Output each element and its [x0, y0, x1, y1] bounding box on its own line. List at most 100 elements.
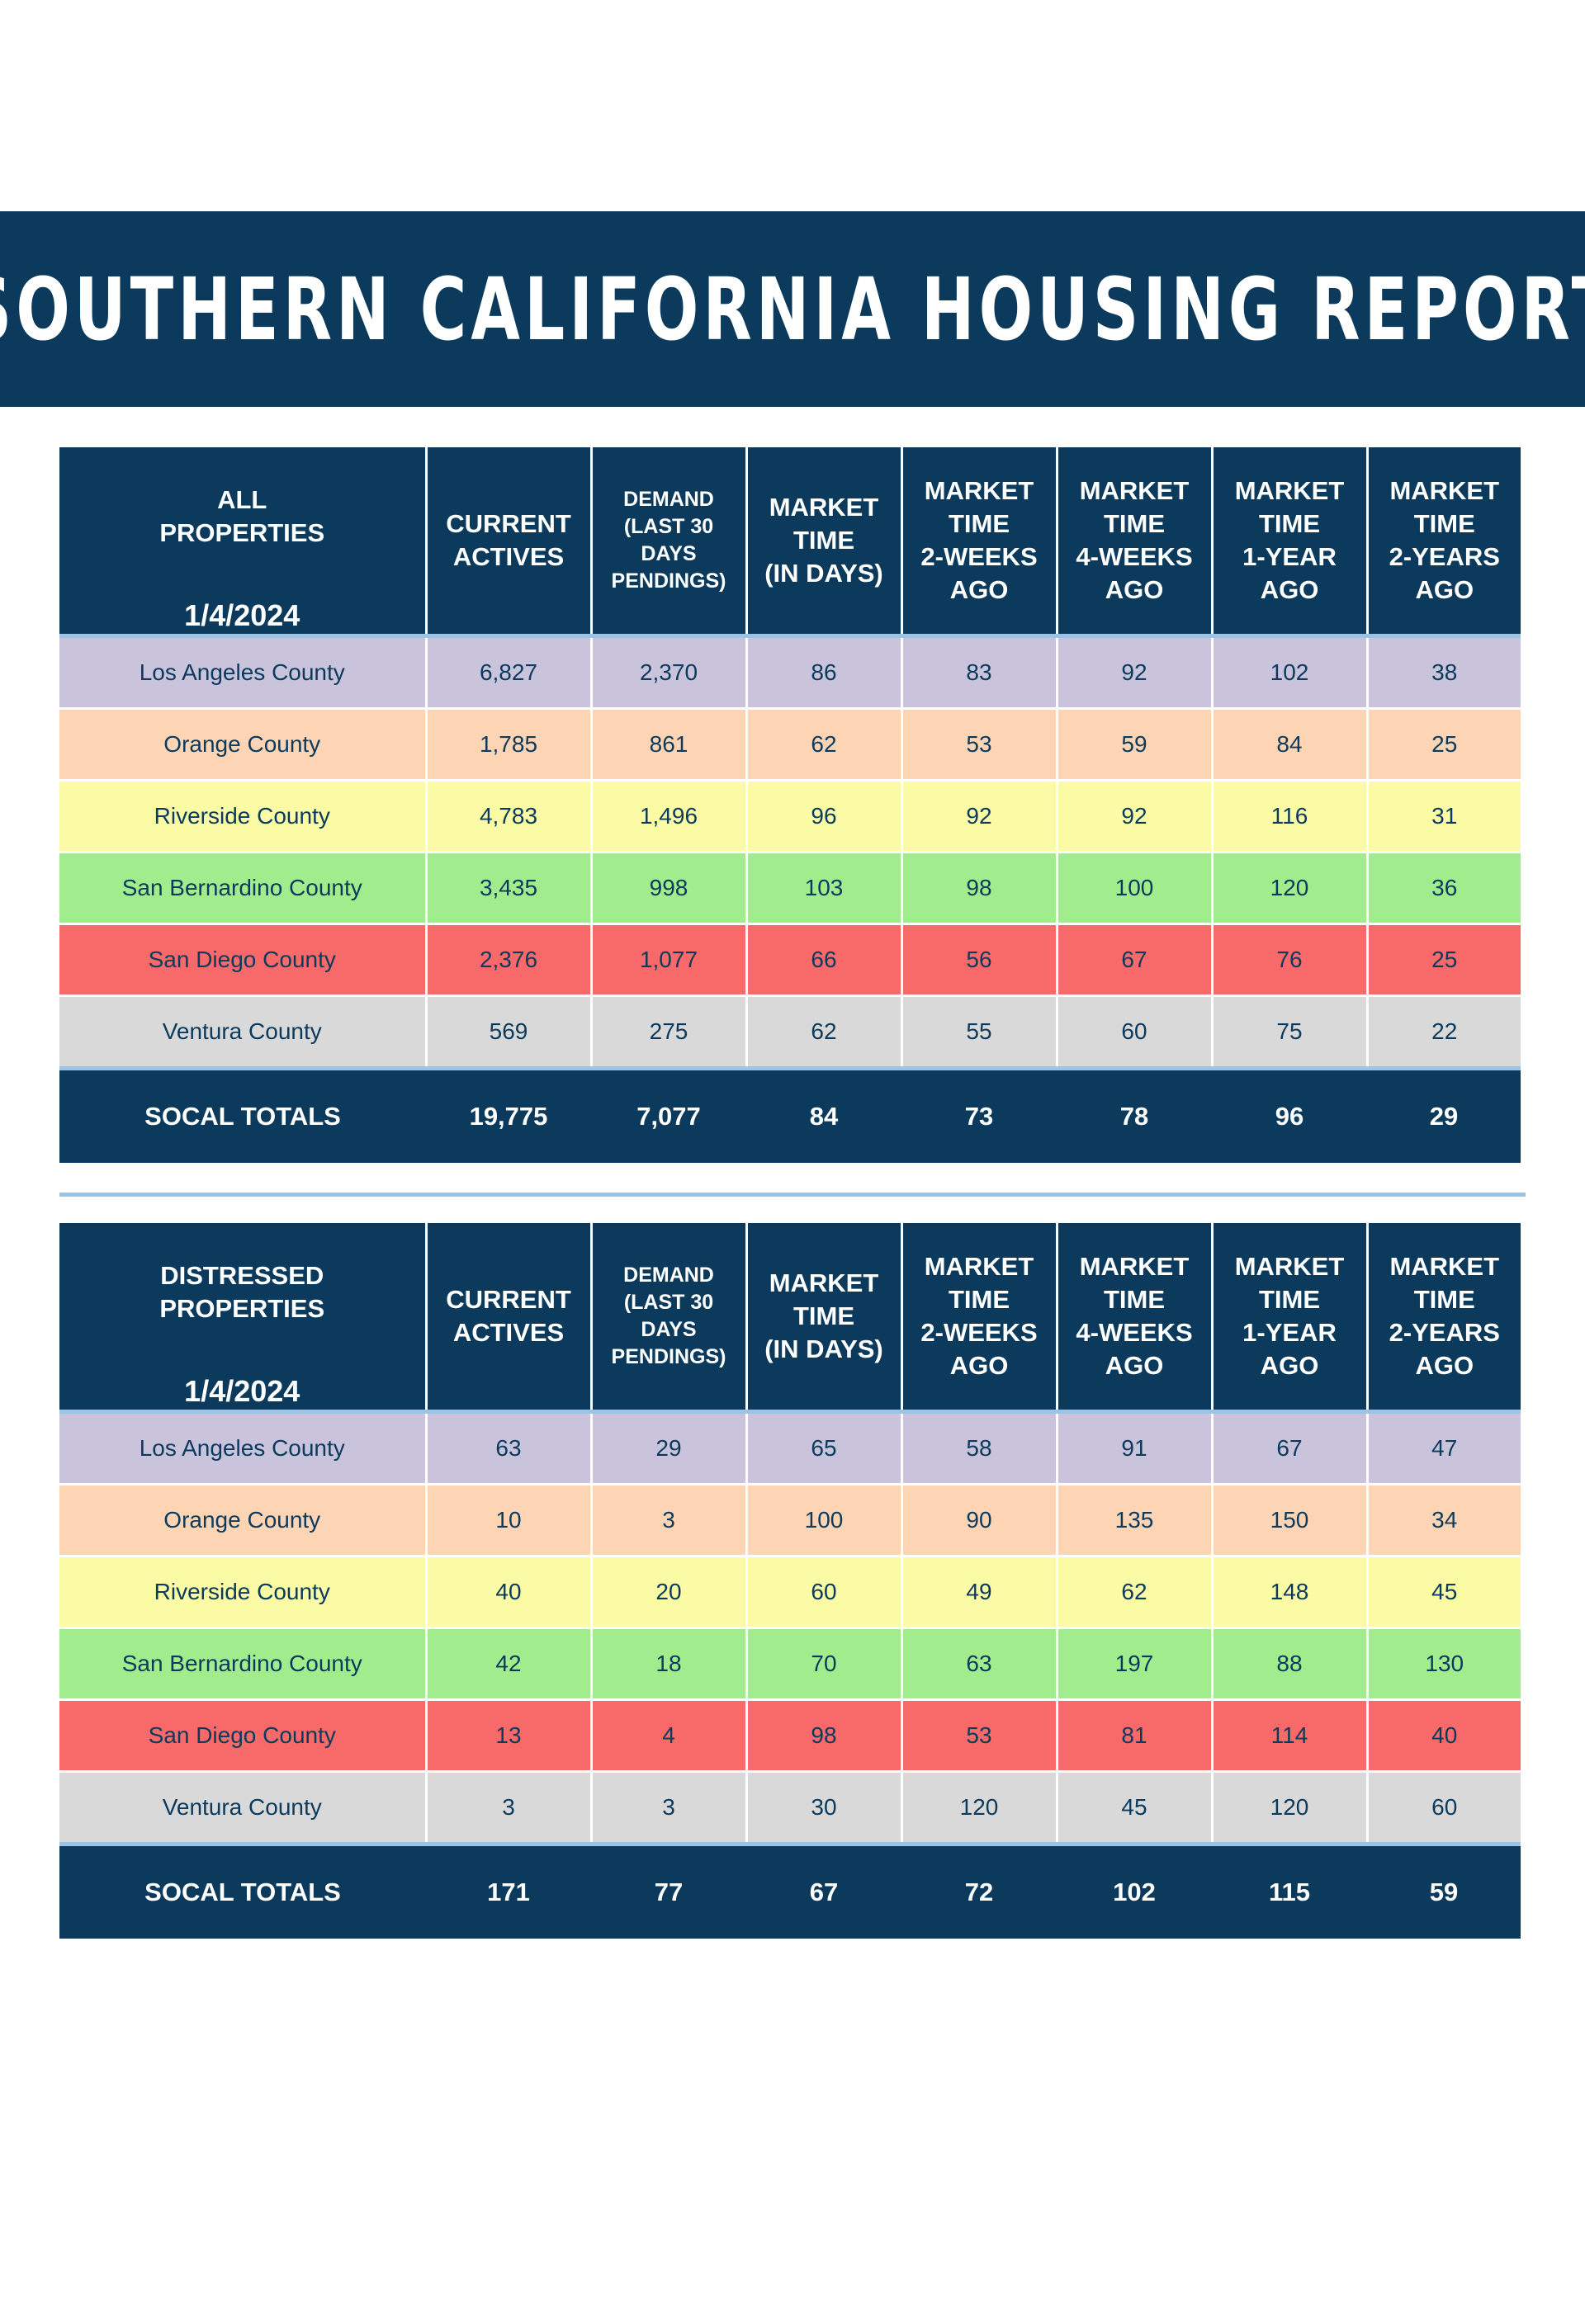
data-cell: 81 [1055, 1698, 1214, 1773]
data-cell: 66 [745, 923, 903, 997]
data-cell: 18 [589, 1627, 748, 1701]
section-label-line: ALL [217, 485, 267, 514]
data-cell: 56 [900, 923, 1058, 997]
data-cell: 60 [1055, 994, 1214, 1070]
data-cell: 103 [745, 851, 903, 925]
data-cell: 25 [1365, 923, 1521, 997]
data-cell: 13 [424, 1698, 593, 1773]
data-cell: 2,370 [589, 634, 748, 710]
data-cell: 45 [1055, 1770, 1214, 1845]
data-cell: 84 [1210, 707, 1369, 782]
totals-cell: 171 [426, 1842, 591, 1939]
county-name: Los Angeles County [59, 634, 428, 710]
data-cell: 86 [745, 634, 903, 710]
data-cell: 1,496 [589, 779, 748, 853]
data-cell: 120 [1210, 1770, 1369, 1845]
report-title-banner: SOUTHERN CALIFORNIA HOUSING REPORT [0, 211, 1585, 407]
county-name: Riverside County [59, 779, 428, 853]
report-date: 1/4/2024 [184, 598, 300, 632]
county-row: Orange County 10 3 100 90 135 150 34 [59, 1483, 1521, 1557]
data-cell: 62 [745, 707, 903, 782]
county-name: San Bernardino County [59, 851, 428, 925]
report-title: SOUTHERN CALIFORNIA HOUSING REPORT [0, 258, 1585, 360]
data-cell: 31 [1365, 779, 1521, 853]
county-name: Orange County [59, 1483, 428, 1557]
data-cell: 91 [1055, 1410, 1214, 1486]
data-cell: 62 [745, 994, 903, 1070]
data-cell: 36 [1365, 851, 1521, 925]
data-cell: 3 [589, 1770, 748, 1845]
totals-cell: 59 [1367, 1842, 1521, 1939]
header-market-time-4-weeks: MARKET TIME 4-WEEKS AGO [1055, 447, 1212, 636]
data-cell: 102 [1210, 634, 1369, 710]
county-row: Ventura County 569 275 62 55 60 75 22 [59, 994, 1521, 1070]
county-row: Riverside County 40 20 60 49 62 148 45 [59, 1555, 1521, 1629]
data-cell: 92 [900, 779, 1058, 853]
county-row: Los Angeles County 6,827 2,370 86 83 92 102 38 [59, 634, 1521, 710]
data-cell: 569 [424, 994, 593, 1070]
totals-cell: 7,077 [591, 1066, 746, 1163]
all-properties-table: ALL PROPERTIES 1/4/2024 CURRENT ACTIVES D… [59, 447, 1521, 1163]
data-cell: 3 [424, 1770, 593, 1845]
data-cell: 116 [1210, 779, 1369, 853]
data-cell: 63 [424, 1410, 593, 1486]
totals-cell: 77 [591, 1842, 746, 1939]
data-cell: 100 [1055, 851, 1214, 925]
header-current-actives: CURRENT ACTIVES [424, 1223, 591, 1412]
data-cell: 60 [1365, 1770, 1521, 1845]
report-date: 1/4/2024 [184, 1374, 300, 1408]
header-current-actives: CURRENT ACTIVES [424, 447, 591, 636]
data-cell: 53 [900, 1698, 1058, 1773]
data-cell: 25 [1365, 707, 1521, 782]
header-market-time: MARKET TIME (IN DAYS) [745, 447, 901, 636]
section-label-line: PROPERTIES [159, 1294, 325, 1323]
data-cell: 4,783 [424, 779, 593, 853]
totals-cell: 96 [1212, 1066, 1367, 1163]
totals-label: SOCAL TOTALS [59, 1066, 426, 1163]
data-cell: 114 [1210, 1698, 1369, 1773]
data-cell: 20 [589, 1555, 748, 1629]
county-row: San Bernardino County 3,435 998 103 98 100 120… [59, 851, 1521, 925]
county-name: Ventura County [59, 1770, 428, 1845]
data-cell: 88 [1210, 1627, 1369, 1701]
data-cell: 62 [1055, 1555, 1214, 1629]
data-cell: 30 [745, 1770, 903, 1845]
totals-label: SOCAL TOTALS [59, 1842, 426, 1939]
data-cell: 197 [1055, 1627, 1214, 1701]
data-cell: 40 [1365, 1698, 1521, 1773]
header-market-time-1-year: MARKET TIME 1-YEAR AGO [1210, 1223, 1367, 1412]
data-cell: 38 [1365, 634, 1521, 710]
section-label-header: ALL PROPERTIES 1/4/2024 [59, 447, 426, 636]
header-market-time-2-years: MARKET TIME 2-YEARS AGO [1365, 447, 1521, 636]
data-cell: 40 [424, 1555, 593, 1629]
data-cell: 49 [900, 1555, 1058, 1629]
county-name: Riverside County [59, 1555, 428, 1629]
data-cell: 92 [1055, 634, 1214, 710]
data-cell: 135 [1055, 1483, 1214, 1557]
data-cell: 861 [589, 707, 748, 782]
county-name: Los Angeles County [59, 1410, 428, 1486]
data-cell: 96 [745, 779, 903, 853]
county-row: Riverside County 4,783 1,496 96 92 92 116 31 [59, 779, 1521, 853]
county-row: Los Angeles County 63 29 65 58 91 67 47 [59, 1410, 1521, 1486]
data-cell: 3,435 [424, 851, 593, 925]
data-cell: 2,376 [424, 923, 593, 997]
data-cell: 275 [589, 994, 748, 1070]
data-cell: 130 [1365, 1627, 1521, 1701]
data-cell: 34 [1365, 1483, 1521, 1557]
totals-cell: 84 [746, 1066, 901, 1163]
header-demand: DEMAND (LAST 30 DAYS PENDINGS) [589, 1223, 746, 1412]
data-cell: 90 [900, 1483, 1058, 1557]
totals-cell: 67 [746, 1842, 901, 1939]
totals-row: SOCAL TOTALS 19,775 7,077 84 73 78 96 29 [59, 1066, 1521, 1163]
totals-cell: 115 [1212, 1842, 1367, 1939]
section-divider [59, 1193, 1526, 1197]
data-cell: 42 [424, 1627, 593, 1701]
data-cell: 75 [1210, 994, 1369, 1070]
data-cell: 1,077 [589, 923, 748, 997]
data-cell: 22 [1365, 994, 1521, 1070]
header-market-time: MARKET TIME (IN DAYS) [745, 1223, 901, 1412]
data-cell: 998 [589, 851, 748, 925]
data-cell: 67 [1210, 1410, 1369, 1486]
county-row: San Diego County 2,376 1,077 66 56 67 76 25 [59, 923, 1521, 997]
